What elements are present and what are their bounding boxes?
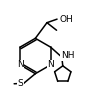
Text: OH: OH xyxy=(60,15,73,24)
Text: NH: NH xyxy=(61,51,74,60)
Text: N: N xyxy=(17,60,23,69)
Text: S: S xyxy=(17,79,23,88)
Text: N: N xyxy=(47,60,54,69)
